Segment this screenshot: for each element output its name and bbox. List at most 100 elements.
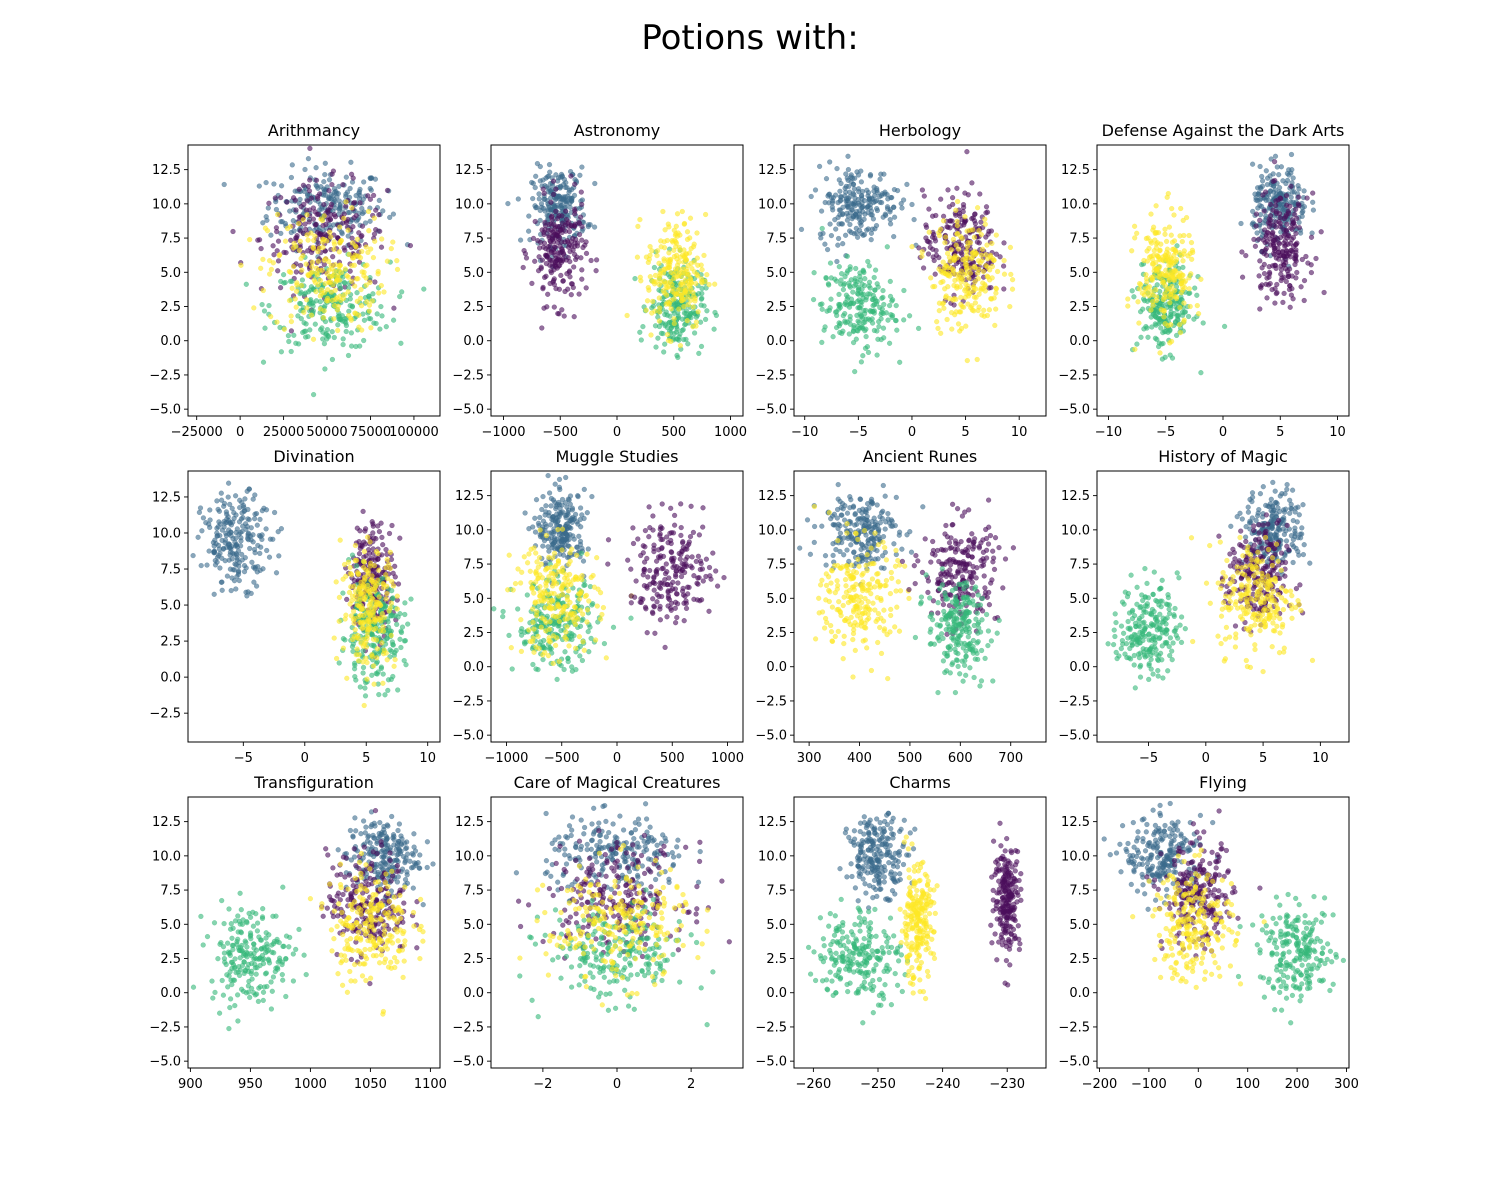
scatter-point — [256, 183, 262, 189]
scatter-point — [1163, 238, 1170, 245]
scatter-point — [539, 506, 545, 513]
scatter-point — [959, 235, 965, 242]
scatter-point — [842, 318, 848, 324]
scatter-point — [977, 191, 983, 197]
scatter-point — [1258, 203, 1265, 210]
scatter-point — [1308, 234, 1315, 240]
scatter-point — [1183, 215, 1190, 221]
scatter-point — [263, 180, 269, 186]
scatter-point — [369, 652, 375, 658]
scatter-point — [384, 258, 391, 264]
scatter-point — [916, 245, 922, 251]
scatter-point — [1155, 253, 1161, 260]
scatter-point — [301, 309, 307, 315]
scatter-point — [307, 177, 313, 183]
scatter-point — [811, 270, 817, 276]
scatter-point — [647, 244, 653, 250]
scatter-point — [661, 258, 667, 264]
scatter-point — [580, 558, 587, 564]
x-tick-label: 10 — [419, 751, 436, 766]
scatter-point — [313, 265, 320, 271]
scatter-points — [221, 145, 427, 398]
scatter-point — [1284, 268, 1291, 274]
scatter-point — [547, 262, 553, 268]
scatter-point — [293, 269, 300, 275]
scatter-point — [376, 567, 382, 573]
scatter-point — [900, 197, 907, 203]
scatter-point — [837, 194, 843, 200]
scatter-point — [542, 196, 548, 202]
scatter-point — [844, 253, 850, 259]
scatter-point — [692, 295, 698, 302]
scatter-point — [1149, 324, 1155, 330]
scatter-point — [214, 533, 220, 539]
scatter-point — [808, 193, 814, 200]
scatter-point — [565, 255, 571, 261]
scatter-point — [361, 317, 368, 323]
subplot-title: Divination — [273, 447, 354, 466]
scatter-point — [197, 505, 204, 511]
scatter-point — [266, 554, 273, 560]
scatter-point — [698, 302, 704, 308]
scatter-point — [296, 221, 302, 227]
scatter-point — [864, 344, 871, 350]
scatter-point — [958, 294, 964, 301]
scatter-point — [361, 179, 367, 185]
scatter-point — [321, 315, 327, 321]
scatter-point — [310, 205, 317, 211]
scatter-point — [1143, 235, 1150, 242]
scatter-point — [983, 252, 989, 258]
scatter-point — [899, 205, 905, 211]
scatter-point — [950, 268, 956, 274]
scatter-point — [557, 486, 563, 493]
scatter-point — [374, 646, 381, 652]
scatter-point — [699, 280, 705, 286]
scatter-point — [242, 555, 248, 561]
scatter-point — [547, 238, 553, 244]
scatter-point — [830, 334, 836, 340]
scatter-point — [683, 251, 689, 257]
scatter-point — [848, 229, 854, 236]
scatter-point — [861, 232, 868, 238]
scatter-point — [354, 646, 360, 652]
scatter-point — [381, 651, 387, 657]
scatter-point — [1263, 168, 1269, 174]
scatter-point — [837, 188, 843, 194]
y-tick-label: 10.0 — [1061, 197, 1090, 212]
scatter-point — [680, 327, 686, 333]
scatter-point — [350, 200, 357, 206]
scatter-point — [901, 317, 907, 323]
scatter-point — [1129, 248, 1135, 254]
scatter-point — [546, 548, 552, 554]
scatter-point — [694, 230, 700, 236]
scatter-point — [676, 306, 682, 312]
scatter-point — [327, 217, 334, 223]
scatter-point — [1007, 304, 1013, 310]
scatter-point — [337, 202, 343, 208]
scatter-point — [661, 349, 667, 355]
scatter-point — [275, 238, 282, 244]
scatter-point — [313, 289, 319, 295]
scatter-point — [301, 188, 307, 195]
scatter-point — [358, 640, 364, 646]
scatter-point — [1271, 238, 1277, 244]
scatter-point — [264, 217, 270, 223]
scatter-point — [1310, 199, 1316, 205]
scatter-point — [529, 280, 535, 287]
scatter-point — [860, 268, 866, 274]
scatter-point — [1293, 230, 1299, 237]
scatter-point — [883, 212, 889, 219]
scatter-point — [535, 238, 541, 244]
scatter-point — [309, 269, 315, 275]
scatter-point — [948, 247, 955, 253]
scatter-point — [953, 207, 959, 213]
scatter-point — [940, 213, 947, 219]
scatter-point — [673, 336, 680, 342]
scatter-point — [384, 657, 390, 663]
scatter-point — [1292, 211, 1298, 218]
scatter-point — [303, 226, 309, 233]
scatter-point — [337, 224, 343, 230]
scatter-point — [362, 693, 369, 699]
scatter-point — [934, 319, 940, 325]
scatter-point — [1281, 240, 1287, 246]
